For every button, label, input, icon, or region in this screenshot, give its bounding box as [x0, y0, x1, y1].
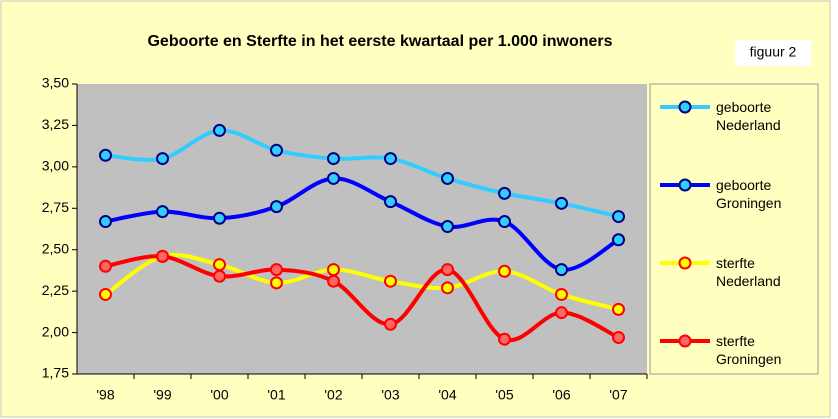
marker [213, 211, 226, 225]
marker [498, 264, 511, 278]
legend-marker [678, 178, 692, 192]
marker [555, 306, 568, 320]
marker [99, 259, 112, 273]
legend-marker [678, 100, 692, 114]
marker [441, 281, 454, 295]
chart-title: Geboorte en Sterfte in het eerste kwarta… [147, 33, 612, 50]
marker [555, 287, 568, 301]
marker [441, 220, 454, 234]
y-tick-label: 2,25 [42, 282, 69, 298]
y-tick-label: 3,00 [42, 158, 69, 174]
marker [156, 249, 169, 263]
legend-label: geboorte Nederland [716, 99, 781, 133]
x-tick-label: '98 [96, 387, 114, 403]
x-tick-label: '02 [324, 387, 342, 403]
legend-label: geboorte Groningen [716, 177, 782, 211]
x-tick-label: '04 [438, 387, 456, 403]
marker [99, 215, 112, 229]
marker [156, 205, 169, 219]
marker [156, 152, 169, 166]
legend-marker [678, 334, 692, 348]
annotation: figuur 2 [750, 44, 797, 60]
marker [612, 210, 625, 224]
annotation-box [735, 40, 811, 66]
marker [384, 195, 397, 209]
y-tick-label: 1,75 [42, 365, 69, 381]
marker [270, 200, 283, 214]
x-tick-label: '06 [552, 387, 570, 403]
y-tick-label: 2,00 [42, 323, 69, 339]
marker [612, 233, 625, 247]
series-line [105, 128, 619, 219]
x-tick-label: '99 [153, 387, 171, 403]
marker [384, 152, 397, 166]
legend-marker [678, 256, 692, 270]
marker [441, 263, 454, 277]
marker [327, 263, 340, 277]
marker [498, 186, 511, 200]
marker [498, 332, 511, 346]
plot-area [77, 84, 647, 374]
legend-box [649, 83, 819, 375]
marker [327, 171, 340, 185]
marker [270, 263, 283, 277]
series-line [105, 176, 620, 272]
marker [99, 148, 112, 162]
marker [441, 171, 454, 185]
x-tick-label: '01 [267, 387, 285, 403]
marker [213, 258, 226, 272]
y-tick-label: 2,50 [42, 240, 69, 256]
marker [384, 317, 397, 331]
marker [384, 274, 397, 288]
marker [270, 276, 283, 290]
y-tick-label: 3,50 [42, 75, 69, 91]
y-tick-label: 3,25 [42, 116, 69, 132]
marker [213, 123, 226, 137]
series-line [104, 252, 620, 312]
marker [99, 287, 112, 301]
marker [612, 302, 625, 316]
marker [498, 215, 511, 229]
marker [270, 143, 283, 157]
marker [555, 263, 568, 277]
legend-label: sterfte Groningen [716, 333, 782, 367]
x-tick-label: '00 [210, 387, 228, 403]
x-tick-label: '03 [381, 387, 399, 403]
marker [612, 331, 625, 345]
marker [555, 196, 568, 210]
x-tick-label: '05 [495, 387, 513, 403]
marker [327, 152, 340, 166]
marker [213, 269, 226, 283]
x-tick-label: '07 [609, 387, 627, 403]
legend-label: sterfte Nederland [716, 255, 781, 289]
marker [327, 274, 340, 288]
y-tick-label: 2,75 [42, 199, 69, 215]
